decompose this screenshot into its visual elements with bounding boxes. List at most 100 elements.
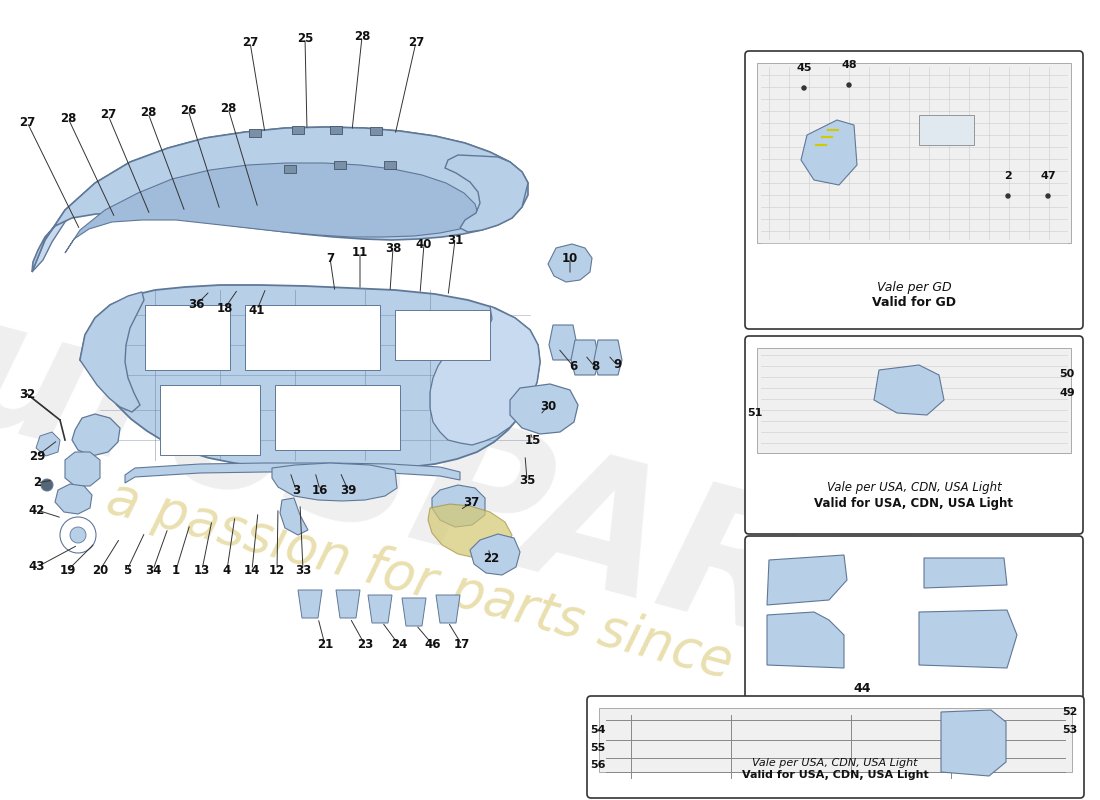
Polygon shape (402, 598, 426, 626)
Text: 39: 39 (340, 483, 356, 497)
Polygon shape (571, 340, 600, 375)
Polygon shape (55, 484, 92, 514)
Polygon shape (548, 244, 592, 282)
Polygon shape (32, 127, 528, 272)
Bar (600, 708, 1072, 772)
Text: a passion for parts since: a passion for parts since (101, 471, 739, 689)
Text: 9: 9 (613, 358, 621, 371)
Polygon shape (65, 163, 478, 253)
Polygon shape (428, 504, 512, 558)
Text: 5: 5 (123, 563, 131, 577)
Polygon shape (280, 498, 308, 535)
Polygon shape (432, 485, 485, 527)
Polygon shape (65, 452, 100, 486)
Text: 42: 42 (29, 503, 45, 517)
Text: 41: 41 (249, 303, 265, 317)
Text: 25: 25 (297, 31, 313, 45)
Text: 26: 26 (179, 103, 196, 117)
Polygon shape (334, 161, 346, 169)
Text: 28: 28 (59, 111, 76, 125)
FancyBboxPatch shape (587, 696, 1084, 798)
Text: 34: 34 (145, 563, 162, 577)
Text: 40: 40 (416, 238, 432, 250)
Polygon shape (245, 305, 380, 370)
Polygon shape (370, 127, 382, 135)
Text: 44: 44 (854, 682, 871, 694)
Text: 49: 49 (1059, 388, 1075, 398)
Bar (757, 348, 1071, 453)
Text: 52: 52 (1063, 707, 1078, 717)
Polygon shape (924, 558, 1007, 588)
Polygon shape (940, 710, 1006, 776)
Polygon shape (918, 610, 1018, 668)
Text: 2: 2 (1004, 171, 1012, 181)
Circle shape (1006, 194, 1010, 198)
Text: 32: 32 (19, 387, 35, 401)
FancyBboxPatch shape (745, 536, 1084, 704)
Text: 28: 28 (220, 102, 236, 114)
Text: 12: 12 (268, 563, 285, 577)
Text: 27: 27 (19, 115, 35, 129)
Polygon shape (368, 595, 392, 623)
Text: 17: 17 (454, 638, 470, 651)
Text: 50: 50 (1059, 369, 1075, 379)
Text: 30: 30 (540, 399, 557, 413)
Text: 8: 8 (591, 361, 600, 374)
Text: 45: 45 (796, 63, 812, 73)
Polygon shape (767, 555, 847, 605)
Text: 21: 21 (317, 638, 333, 651)
Polygon shape (446, 155, 528, 232)
Polygon shape (430, 306, 540, 445)
Polygon shape (330, 126, 342, 134)
Polygon shape (436, 595, 460, 623)
Polygon shape (80, 292, 144, 412)
Text: 15: 15 (525, 434, 541, 446)
Polygon shape (594, 340, 621, 375)
Text: Vale per GD: Vale per GD (877, 281, 952, 294)
Text: 27: 27 (100, 109, 117, 122)
Text: 43: 43 (29, 561, 45, 574)
Text: 7: 7 (326, 251, 334, 265)
Polygon shape (275, 385, 400, 450)
Text: Valid for USA, CDN, USA Light: Valid for USA, CDN, USA Light (814, 498, 1013, 510)
Text: 33: 33 (295, 563, 311, 577)
Text: 22: 22 (483, 551, 499, 565)
Text: 2: 2 (33, 477, 41, 490)
Polygon shape (284, 165, 296, 173)
Text: 31: 31 (447, 234, 463, 246)
Text: 13: 13 (194, 563, 210, 577)
Polygon shape (298, 590, 322, 618)
Polygon shape (272, 463, 397, 501)
Text: 11: 11 (352, 246, 368, 259)
Text: 55: 55 (591, 743, 606, 753)
Polygon shape (336, 590, 360, 618)
Polygon shape (549, 325, 578, 360)
Polygon shape (160, 385, 260, 455)
Polygon shape (145, 305, 230, 370)
Text: 19: 19 (59, 563, 76, 577)
Text: 10: 10 (562, 251, 579, 265)
Text: 6: 6 (569, 359, 578, 373)
Text: 35: 35 (519, 474, 536, 486)
Polygon shape (292, 126, 304, 134)
Polygon shape (384, 161, 396, 169)
Polygon shape (470, 534, 520, 575)
Polygon shape (874, 365, 944, 415)
FancyBboxPatch shape (745, 336, 1084, 534)
Text: 23: 23 (356, 638, 373, 651)
FancyBboxPatch shape (745, 51, 1084, 329)
Text: euroSPARE: euroSPARE (0, 251, 939, 709)
Text: 3: 3 (292, 483, 300, 497)
Text: Vale per USA, CDN, USA Light: Vale per USA, CDN, USA Light (752, 758, 917, 768)
Polygon shape (801, 120, 857, 185)
Text: 27: 27 (408, 35, 425, 49)
Text: 18: 18 (217, 302, 233, 314)
Polygon shape (125, 463, 460, 483)
Text: Vale per USA, CDN, USA Light: Vale per USA, CDN, USA Light (826, 482, 1001, 494)
Polygon shape (36, 432, 60, 456)
Text: 14: 14 (244, 563, 261, 577)
Text: 56: 56 (591, 760, 606, 770)
Circle shape (847, 83, 851, 87)
Text: Valid for GD: Valid for GD (872, 295, 956, 309)
Circle shape (41, 479, 53, 491)
